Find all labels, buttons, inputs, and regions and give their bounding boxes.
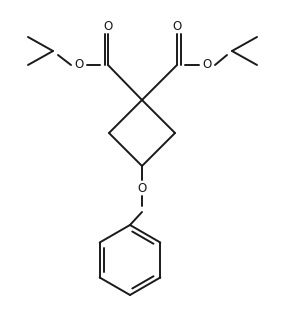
Text: O: O [137, 182, 146, 194]
Text: O: O [103, 19, 113, 32]
Text: O: O [74, 59, 84, 71]
Text: O: O [172, 19, 182, 32]
Text: O: O [202, 59, 212, 71]
